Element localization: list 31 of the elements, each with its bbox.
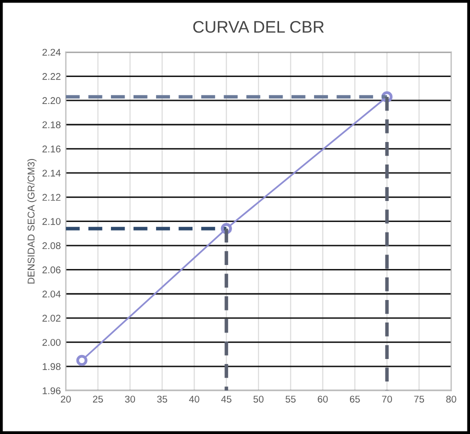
y-tick-label: 2.12 xyxy=(42,194,60,201)
y-tick-label: 2.18 xyxy=(42,121,61,128)
y-tick-label: 1.98 xyxy=(42,363,61,370)
y-tick-label: 2.24 xyxy=(42,48,61,56)
x-tick-label: 25 xyxy=(93,396,103,403)
chart-title: CURVA DEL CBR xyxy=(193,21,324,33)
x-tick-label: 75 xyxy=(414,396,424,403)
x-tick-label: 40 xyxy=(189,396,200,403)
x-tick-label: 50 xyxy=(253,396,264,403)
x-tick-label: 60 xyxy=(318,396,328,403)
x-tick-label: 45 xyxy=(221,396,232,403)
y-tick-label: 2.00 xyxy=(42,338,61,346)
y-tick-label: 2.08 xyxy=(42,242,61,250)
y-tick-label: 2.16 xyxy=(42,146,61,152)
x-tick-label: 35 xyxy=(157,396,168,403)
y-tick-label: 2.14 xyxy=(42,170,61,177)
x-tick-label: 55 xyxy=(286,396,296,403)
x-tick-label: 20 xyxy=(60,396,71,403)
y-axis-title: DENSIDAD SECA (GR/CM3) xyxy=(27,159,36,284)
x-tick-label: 80 xyxy=(446,396,456,403)
y-tick-label: 2.06 xyxy=(42,266,61,274)
x-tick-label: 30 xyxy=(125,396,136,403)
point xyxy=(76,354,88,366)
y-tick-label: 2.04 xyxy=(42,290,61,298)
y-tick-label: 1.96 xyxy=(42,387,61,394)
y-tick-label: 2.22 xyxy=(42,72,60,80)
y-tick-label: 2.20 xyxy=(42,97,61,104)
y-tick-label: 2.02 xyxy=(42,314,60,322)
x-tick-label: 70 xyxy=(382,396,392,403)
x-tick-label: 65 xyxy=(350,396,360,403)
y-tick-label: 2.10 xyxy=(42,218,61,225)
